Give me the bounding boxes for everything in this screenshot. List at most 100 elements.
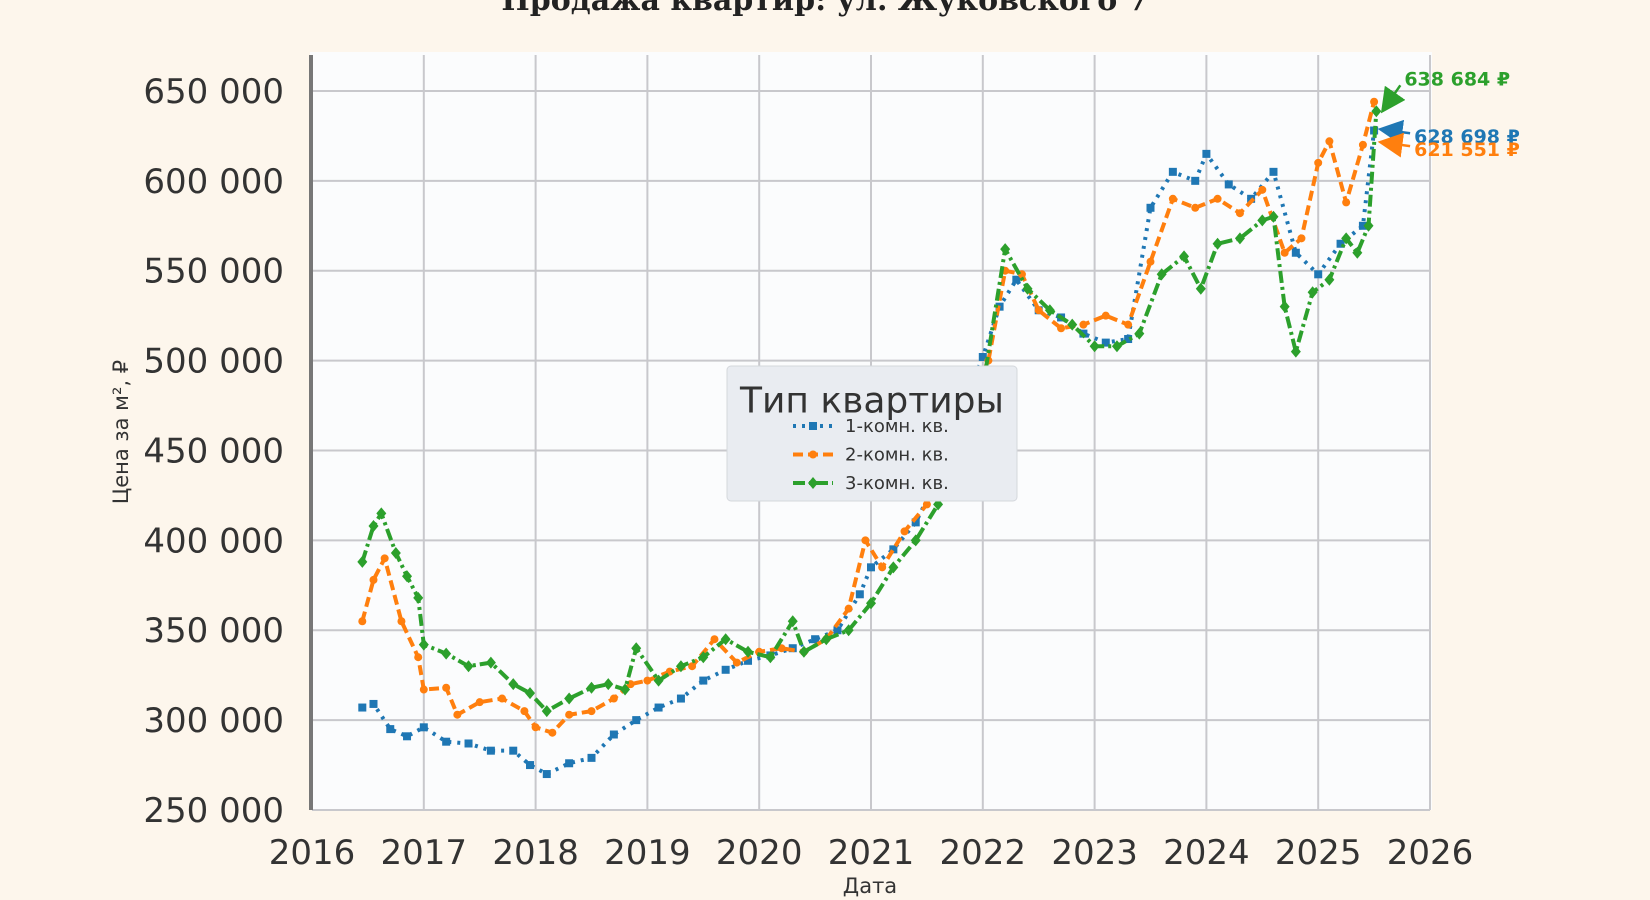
- data-point: [888, 561, 899, 574]
- data-point: [1314, 270, 1323, 279]
- y-tick-label: 650 000: [143, 72, 284, 112]
- legend-entry: 1-комн. кв.: [793, 416, 949, 437]
- data-point: [643, 676, 652, 685]
- annotation-label: 628 698 ₽: [1414, 126, 1520, 148]
- data-point: [821, 633, 832, 646]
- data-point: [1146, 257, 1155, 266]
- data-point: [358, 617, 367, 626]
- annotations: 638 684 ₽ 628 698 ₽621 551 ₽: [1377, 68, 1520, 161]
- data-point: [743, 645, 754, 658]
- data-point: [1268, 210, 1279, 223]
- data-point: [413, 591, 424, 604]
- series-3: [357, 105, 1382, 718]
- x-tick-label: 2024: [1163, 833, 1250, 873]
- x-tick-label: 2025: [1275, 833, 1362, 873]
- data-point: [1257, 214, 1268, 227]
- data-point: [414, 653, 423, 662]
- data-point: [1202, 149, 1211, 158]
- x-tick-label: 2018: [492, 833, 579, 873]
- data-point: [531, 723, 540, 732]
- data-point: [1101, 338, 1110, 347]
- data-point: [787, 615, 798, 628]
- data-point: [603, 678, 614, 691]
- data-point: [525, 687, 536, 700]
- y-tick-label: 350 000: [143, 611, 284, 651]
- series-layer: [357, 97, 1382, 779]
- data-point: [1044, 304, 1055, 317]
- data-point: [1012, 275, 1021, 284]
- data-point: [464, 739, 473, 748]
- y-tick-label: 600 000: [143, 162, 284, 202]
- x-tick-label: 2022: [940, 833, 1027, 873]
- data-point: [1212, 237, 1223, 250]
- data-point: [1269, 167, 1278, 176]
- data-point: [765, 651, 776, 664]
- x-tick-label: 2019: [604, 833, 691, 873]
- data-point: [1213, 194, 1222, 203]
- data-point: [419, 723, 428, 732]
- legend-title: Тип квартиры: [739, 381, 1004, 422]
- legend: Тип квартиры 1-комн. кв. 2-комн. кв. 3-ком…: [726, 365, 1018, 502]
- data-point: [1168, 167, 1177, 176]
- data-point: [1358, 140, 1367, 149]
- data-point: [654, 703, 663, 712]
- data-point: [710, 635, 719, 644]
- data-point: [397, 617, 406, 626]
- data-point: [798, 645, 809, 658]
- data-point: [1290, 345, 1301, 358]
- annotation-arrow: [1377, 132, 1411, 158]
- data-point: [1280, 248, 1289, 257]
- data-point: [1314, 158, 1323, 167]
- y-axis-label: Цена за м², ₽: [109, 360, 133, 504]
- data-point: [1111, 340, 1122, 353]
- data-point: [1146, 203, 1155, 212]
- data-point: [631, 642, 642, 655]
- data-point: [441, 647, 452, 660]
- data-point: [1156, 268, 1167, 281]
- annotation-label: 638 684 ₽: [1404, 68, 1510, 90]
- data-point: [565, 759, 574, 768]
- data-point: [1034, 306, 1043, 315]
- data-point: [587, 707, 596, 716]
- legend-box: [726, 365, 1018, 502]
- legend-entry: 3-комн. кв.: [793, 473, 949, 494]
- y-tick-label: 550 000: [143, 252, 284, 292]
- data-point: [1342, 198, 1351, 207]
- data-point: [565, 710, 574, 719]
- legend-label: 2-комн. кв.: [845, 445, 949, 466]
- data-point: [475, 698, 484, 707]
- series-line: [360, 111, 1379, 714]
- data-point: [632, 716, 641, 725]
- data-point: [1179, 250, 1190, 263]
- data-point: [698, 651, 709, 664]
- data-point: [1235, 209, 1244, 218]
- data-point: [889, 545, 898, 554]
- data-point: [855, 590, 864, 599]
- data-point: [369, 699, 378, 708]
- data-point: [1101, 311, 1110, 320]
- annotation-arrow: [1380, 84, 1406, 114]
- chart-title: Продажа квартир: ул. Жуковского 7: [501, 0, 1148, 18]
- data-point: [418, 638, 429, 651]
- data-point: [744, 656, 753, 665]
- data-point: [1134, 327, 1145, 340]
- data-point: [809, 450, 817, 459]
- data-point: [1371, 105, 1382, 118]
- data-point: [357, 555, 368, 568]
- legend-label: 3-комн. кв.: [845, 473, 949, 494]
- data-point: [542, 770, 551, 779]
- x-axis-label: Дата: [843, 874, 897, 898]
- data-point: [699, 676, 708, 685]
- data-point: [688, 662, 697, 671]
- data-point: [498, 694, 507, 703]
- data-point: [878, 563, 887, 572]
- data-point: [1358, 221, 1367, 230]
- data-point: [1336, 239, 1345, 248]
- data-point: [867, 563, 875, 572]
- data-point: [376, 507, 387, 520]
- data-point: [453, 710, 462, 719]
- annotation-label: 621 551 ₽: [1414, 139, 1520, 161]
- data-point: [910, 534, 921, 547]
